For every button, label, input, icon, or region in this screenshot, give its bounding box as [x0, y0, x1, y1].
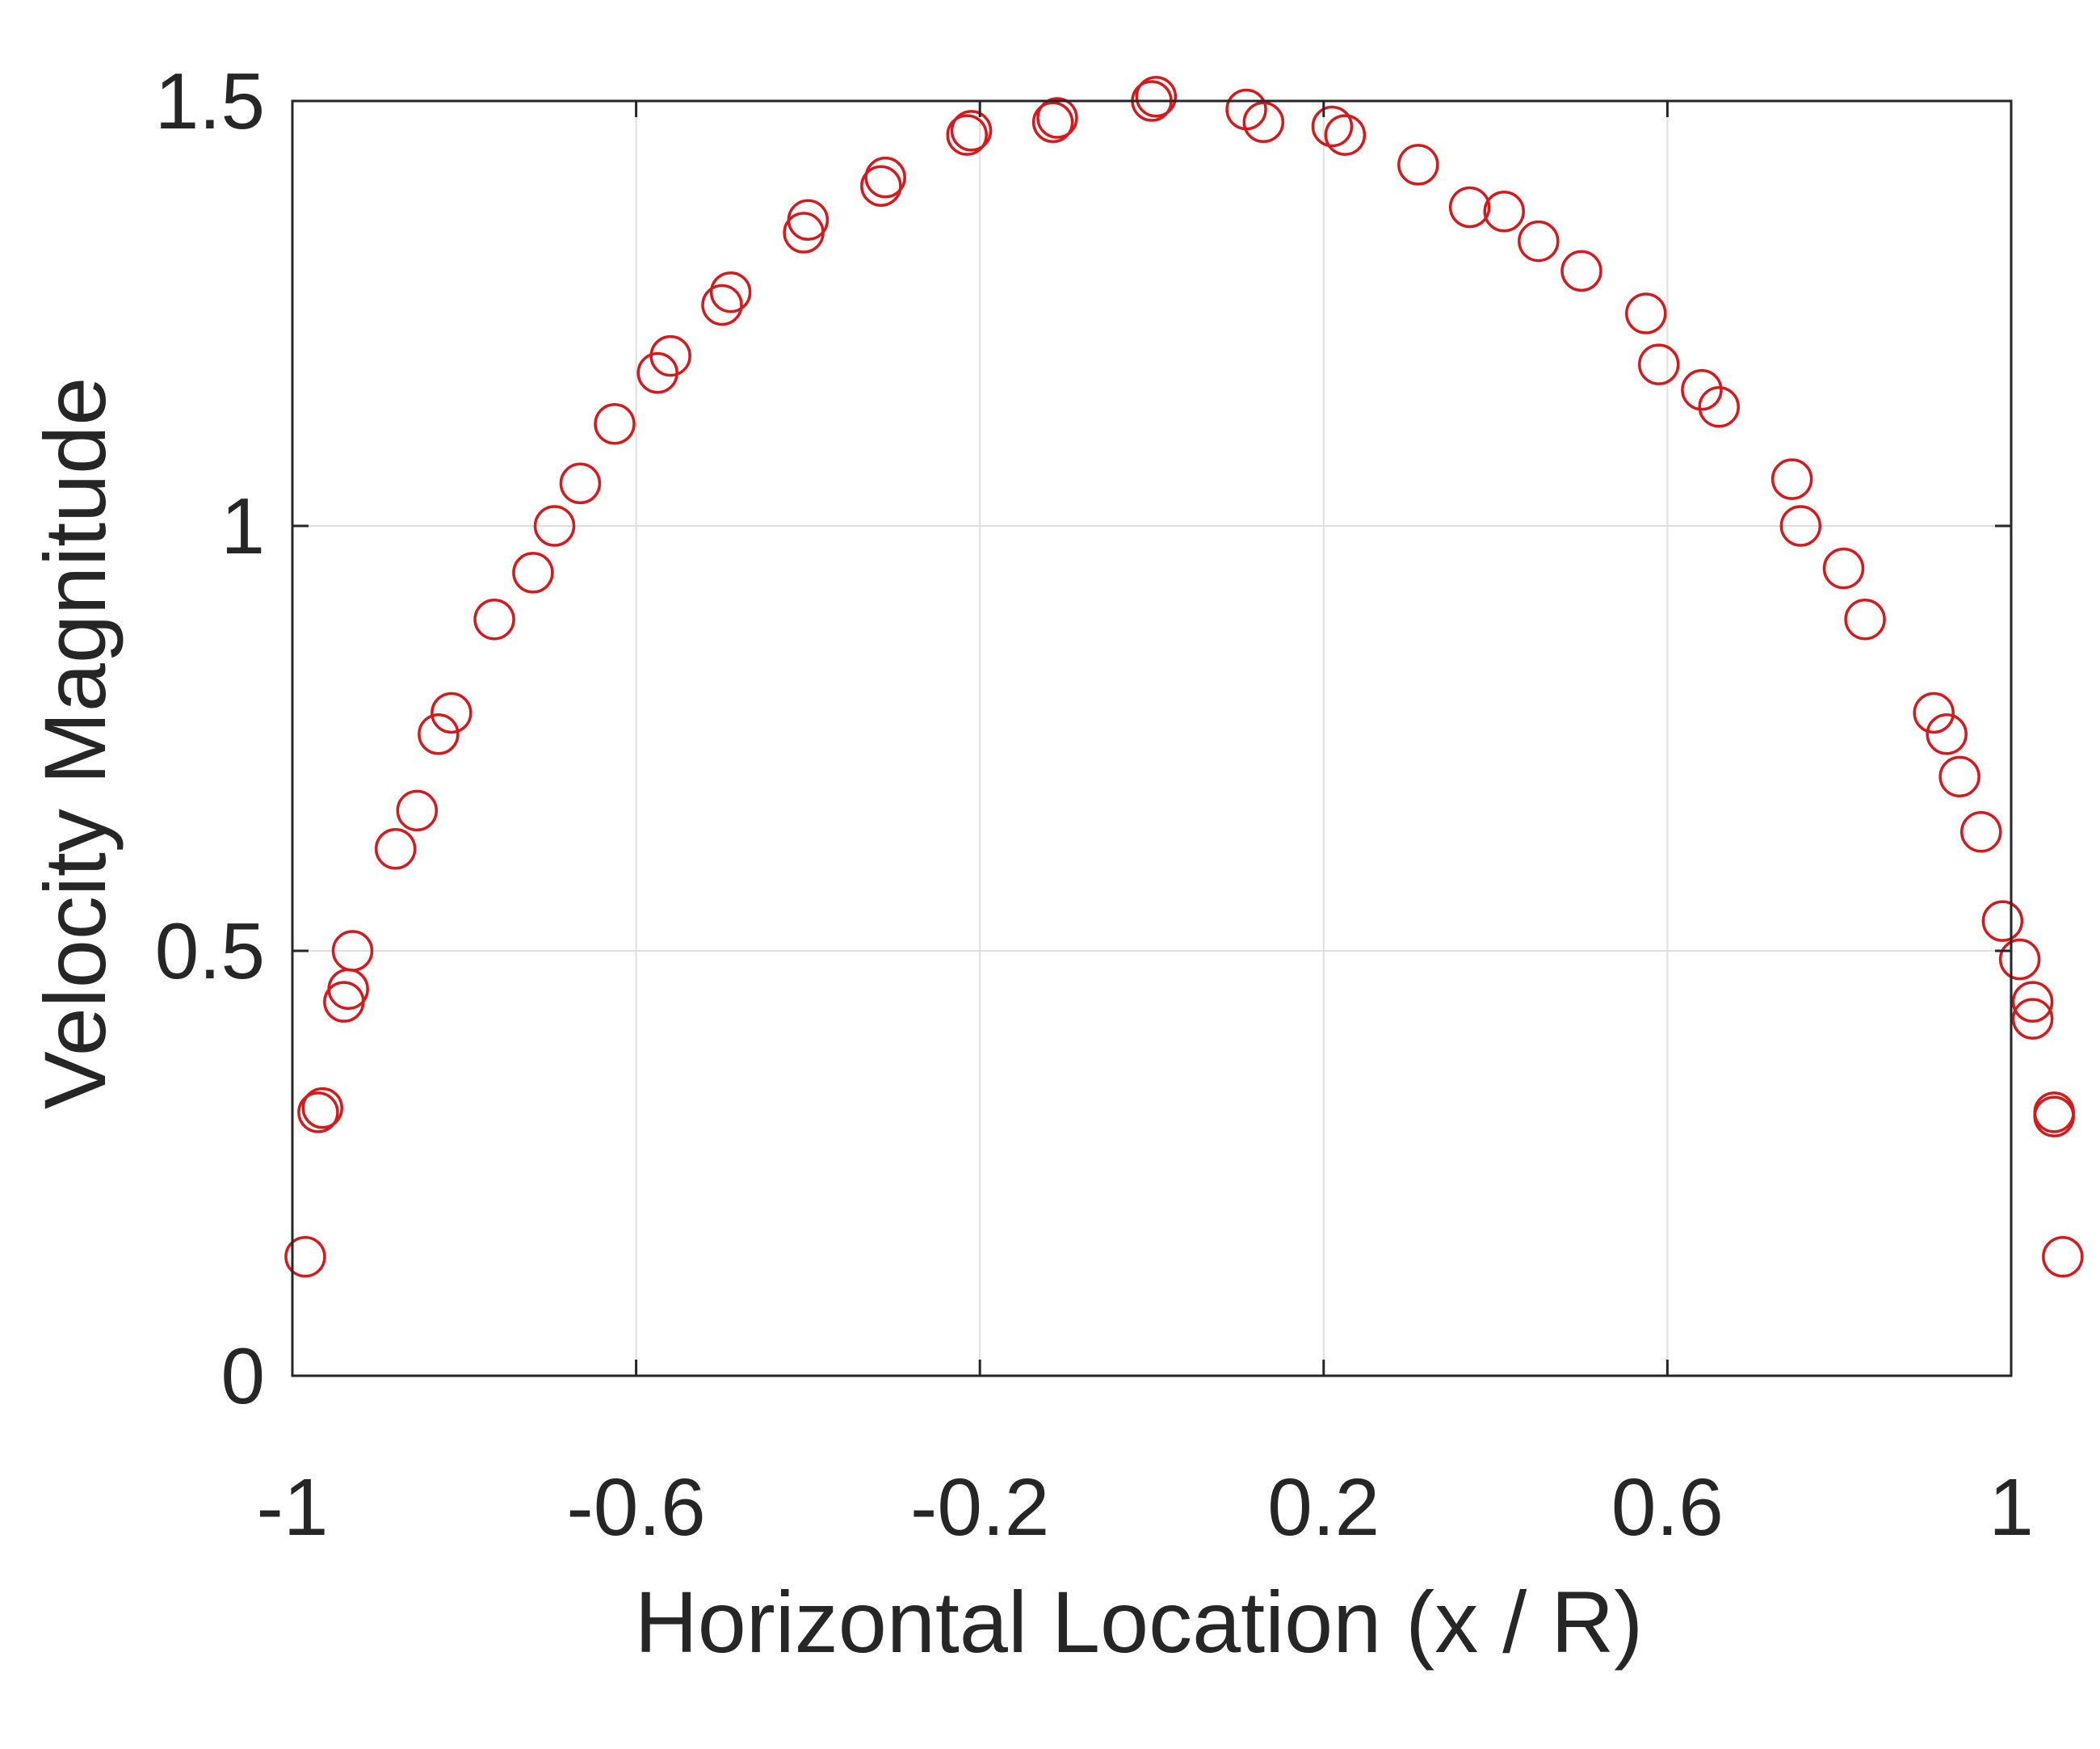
data-point	[709, 271, 752, 313]
data-point	[1311, 105, 1354, 148]
plot-frame	[291, 99, 2013, 1377]
data-point	[1135, 75, 1178, 118]
data-point	[1844, 598, 1886, 641]
grid-lines	[292, 101, 2011, 1376]
data-point	[1324, 114, 1367, 156]
x-tick-label: 0.2	[1267, 1462, 1380, 1553]
data-point	[1938, 755, 1980, 798]
y-tick-label: 1.5	[155, 57, 265, 145]
data-point	[1031, 101, 1074, 144]
data-point	[1448, 186, 1491, 229]
data-point	[1397, 144, 1439, 186]
data-point	[701, 284, 743, 326]
data-point	[418, 713, 460, 755]
data-point	[2011, 998, 2054, 1040]
data-point	[649, 334, 691, 377]
x-tick-label: 0.6	[1611, 1462, 1724, 1553]
tick-marks	[291, 99, 2013, 1377]
data-point	[1483, 191, 1525, 233]
data-point	[1518, 220, 1560, 263]
x-tick-label: -1	[257, 1462, 329, 1553]
data-point	[1560, 250, 1602, 292]
data-point	[950, 110, 993, 152]
data-point	[1822, 547, 1865, 590]
data-point	[594, 403, 636, 445]
data-point	[559, 462, 602, 505]
data-point	[860, 165, 902, 207]
data-point	[946, 114, 988, 156]
data-point	[512, 552, 554, 594]
x-tick-label: -0.6	[566, 1462, 705, 1553]
data-point	[2033, 1095, 2075, 1137]
data-point	[2033, 1091, 2075, 1133]
y-tick-label: 0	[220, 1331, 265, 1420]
x-tick-label: 1	[1989, 1462, 2034, 1553]
data-point	[1242, 101, 1285, 144]
data-points	[284, 75, 2084, 1278]
data-point	[297, 1091, 339, 1133]
plot-background	[292, 101, 2011, 1376]
data-point	[787, 199, 830, 242]
data-point	[331, 930, 374, 972]
y-tick-label: 0.5	[155, 906, 265, 995]
data-point	[284, 1235, 326, 1278]
data-point	[1036, 97, 1078, 139]
data-point	[533, 505, 576, 547]
data-point	[1981, 900, 2024, 942]
x-axis-label: Horizontal Location (x / R)	[635, 1573, 1644, 1671]
data-point	[1638, 343, 1680, 385]
x-tick-labels: -1 -0.6 -0.2 0.2 0.6 1	[257, 1462, 2034, 1553]
data-point	[1681, 368, 1723, 411]
data-point	[1770, 458, 1813, 500]
data-point	[374, 828, 417, 870]
data-point	[1913, 692, 1955, 734]
data-point	[1998, 938, 2041, 981]
data-point	[1960, 810, 2002, 853]
data-point	[396, 789, 439, 832]
data-point	[864, 156, 906, 199]
y-tick-labels: 0 0.5 1 1.5	[155, 57, 265, 1420]
data-point	[430, 692, 472, 734]
data-point	[1625, 292, 1667, 334]
data-point	[2042, 1235, 2084, 1278]
y-tick-label: 1	[220, 481, 265, 570]
y-axis-label: Velocity Magnitude	[26, 377, 124, 1110]
data-point	[473, 598, 515, 641]
x-tick-label: -0.2	[910, 1462, 1049, 1553]
data-point	[1698, 385, 1740, 428]
data-point	[1779, 505, 1822, 547]
data-point	[1926, 713, 1968, 755]
data-point	[301, 1087, 343, 1129]
data-point	[2011, 981, 2054, 1023]
